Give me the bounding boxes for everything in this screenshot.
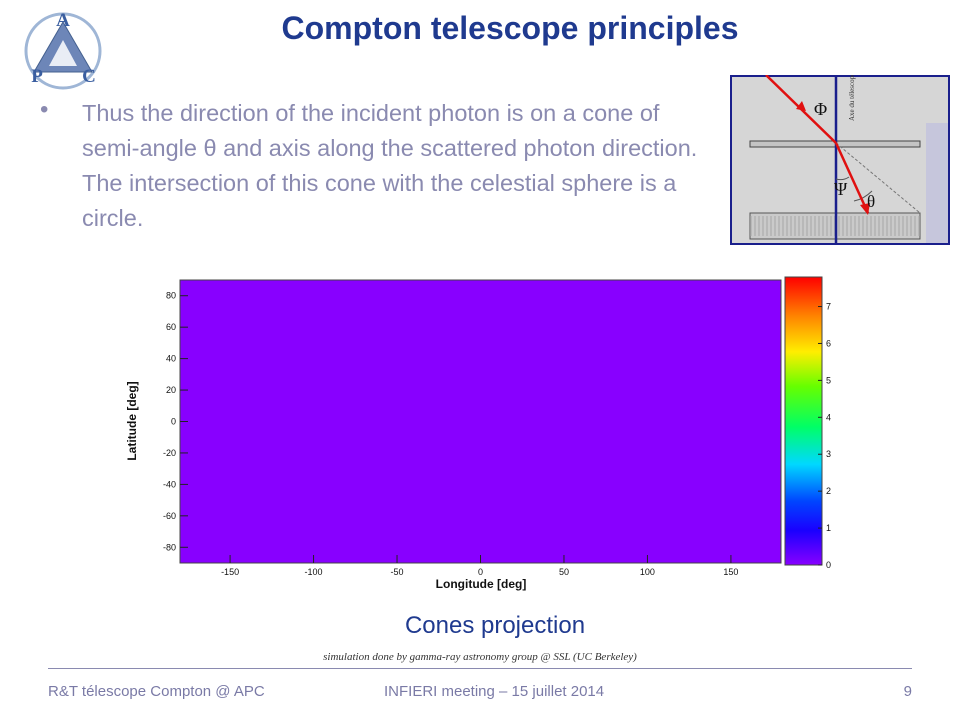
colorbar-tick-label: 5 (826, 375, 831, 385)
axis-label: Axe du télescope (848, 75, 856, 121)
logo-letter-c: C (82, 66, 96, 87)
simulation-credit: simulation done by gamma-ray astronomy g… (323, 651, 637, 663)
y-tick-label: 0 (171, 417, 176, 427)
footer-center: INFIERI meeting – 15 juillet 2014 (384, 683, 605, 700)
scattered-arrowhead (860, 203, 870, 215)
x-tick-label: 50 (559, 567, 569, 577)
y-tick-label: 40 (166, 354, 176, 364)
x-axis-label: Longitude [deg] (436, 577, 527, 591)
x-tick-label: -150 (221, 567, 239, 577)
logo-ring (24, 12, 102, 90)
phi-label: Φ (814, 99, 827, 119)
x-tick-label: 150 (723, 567, 738, 577)
y-tick-label: -80 (163, 542, 176, 552)
logo-letter-p: P (31, 66, 43, 87)
diagram-side-panel (926, 123, 948, 243)
footer-left: R&T télescope Compton @ APC (48, 683, 265, 700)
logo-inner (49, 40, 77, 66)
y-tick-label: -60 (163, 511, 176, 521)
cones-projection-caption: Cones projection (404, 612, 586, 639)
incident-arrowhead (796, 101, 806, 111)
compton-scatter-diagram: Φ Ψ θ Axe du télescope (730, 75, 950, 245)
psi-label: Ψ (834, 179, 848, 199)
y-tick-label: 80 (166, 291, 176, 301)
colorbar-tick-label: 2 (826, 486, 831, 496)
y-tick-label: -40 (163, 479, 176, 489)
x-tick-label: -50 (391, 567, 404, 577)
colorbar-tick-label: 3 (826, 449, 831, 459)
colorbar-tick-label: 6 (826, 338, 831, 348)
bullet-block: • Thus the direction of the incident pho… (40, 96, 700, 236)
page-number: 9 (903, 683, 912, 700)
y-axis-label: Latitude [deg] (125, 381, 139, 460)
colorbar-ticks: 0 1 2 3 4 5 6 7 (818, 302, 831, 570)
theta-arc (853, 190, 873, 202)
cones-projection-heatmap: -150 -100 -50 0 50 100 150 -80-60-40-200204060… (125, 276, 831, 591)
x-tick-label: -100 (305, 567, 323, 577)
x-tick-label: 100 (640, 567, 655, 577)
y-tick-label: 60 (166, 322, 176, 332)
bullet-text: Thus the direction of the incident photo… (82, 100, 698, 231)
slide-title: Compton telescope principles (281, 10, 739, 46)
apc-logo: A P C (24, 10, 102, 90)
x-tick-label: 0 (478, 567, 483, 577)
colorbar-tick-label: 0 (826, 560, 831, 570)
heatmap-area (179, 279, 782, 564)
colorbar-tick-label: 7 (826, 302, 831, 312)
logo-letter-a: A (56, 10, 70, 31)
x-axis-ticks: -150 -100 -50 0 50 100 150 (221, 555, 738, 577)
psi-arc (835, 176, 850, 181)
y-axis-ticks: -80 -60 -40 -20 0 20 40 60 80 (163, 291, 188, 552)
colorbar (784, 276, 823, 566)
colorbar-tick-label: 1 (826, 523, 831, 533)
bullet-marker: • (40, 96, 49, 123)
theta-label: θ (867, 192, 875, 211)
y-tick-label: -20 (163, 448, 176, 458)
footer-rule (48, 668, 912, 669)
scattered-photon-ray (834, 142, 870, 214)
y-tick-label: 20 (166, 385, 176, 395)
cone-edge (835, 142, 921, 214)
colorbar-tick-label: 4 (826, 412, 831, 422)
